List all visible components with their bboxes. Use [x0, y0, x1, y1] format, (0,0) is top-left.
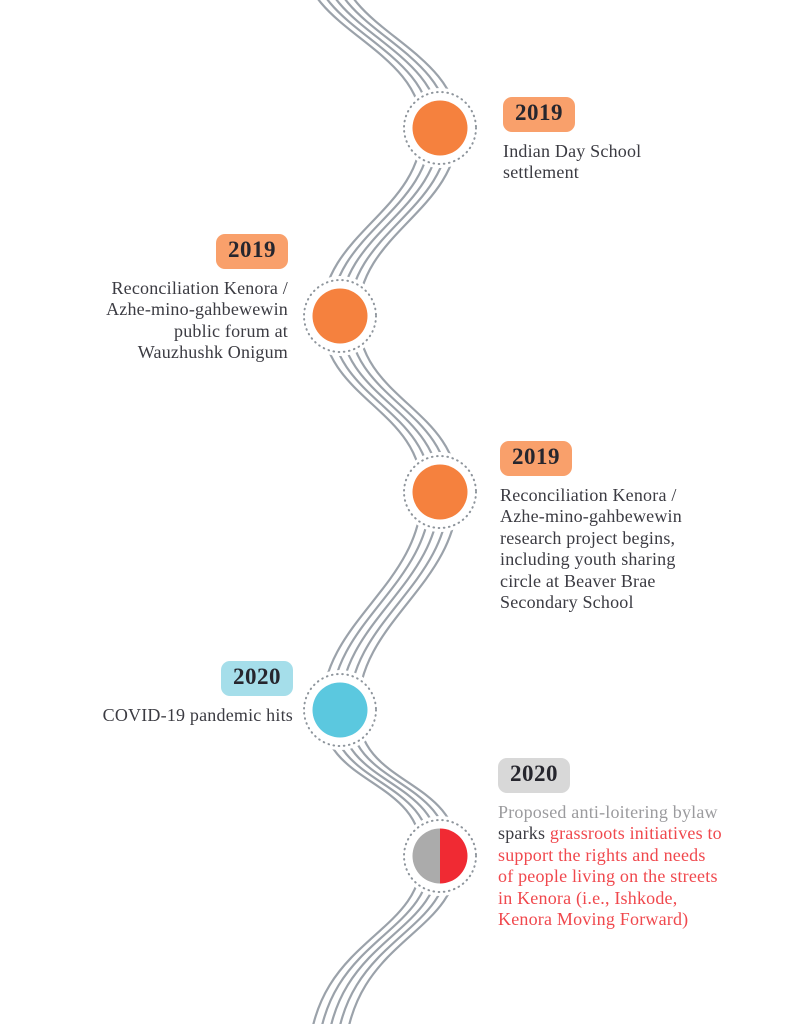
timeline-node-2019-research-project: [400, 452, 480, 532]
year-badge: 2019: [503, 97, 575, 132]
event-2019-public-forum: 2019 Reconciliation Kenora / Azhe-mino-g…: [85, 234, 288, 364]
node-dot-orange-icon: [412, 100, 468, 156]
timeline-node-2020-covid: [300, 670, 380, 750]
timeline-node-2019-settlement: [400, 88, 480, 168]
event-description: Reconciliation Kenora / Azhe-mino-gahbew…: [500, 484, 682, 613]
node-half-red-icon: [440, 828, 468, 884]
node-half-gray-icon: [412, 828, 440, 884]
event-description: Reconciliation Kenora / Azhe-mino-gahbew…: [106, 277, 288, 363]
timeline-node-2019-public-forum: [300, 276, 380, 356]
timeline-node-2020-bylaw: [400, 816, 480, 896]
year-badge: 2019: [500, 441, 572, 476]
event-description: COVID-19 pandemic hits: [102, 704, 293, 725]
event-description: Indian Day School settlement: [503, 140, 642, 183]
node-dot-orange-icon: [412, 464, 468, 520]
event-description: Proposed anti-loitering bylaw sparks gra…: [498, 802, 724, 931]
year-badge: 2019: [216, 234, 288, 269]
description-dark-segment: sparks: [498, 823, 546, 844]
event-2019-indian-day-school: 2019 Indian Day School settlement: [503, 97, 673, 184]
node-dot-orange-icon: [312, 288, 368, 344]
event-2020-bylaw: 2020 Proposed anti-loitering bylaw spark…: [498, 758, 724, 931]
year-badge: 2020: [221, 661, 293, 696]
event-2019-research-project: 2019 Reconciliation Kenora / Azhe-mino-g…: [500, 441, 707, 614]
description-gray-segment: Proposed anti-loitering bylaw: [498, 801, 718, 822]
event-2020-covid: 2020 COVID-19 pandemic hits: [88, 661, 293, 726]
description-red-segment: grassroots initiatives to support the ri…: [498, 823, 722, 930]
year-badge: 2020: [498, 758, 570, 793]
node-dot-blue-icon: [312, 682, 368, 738]
